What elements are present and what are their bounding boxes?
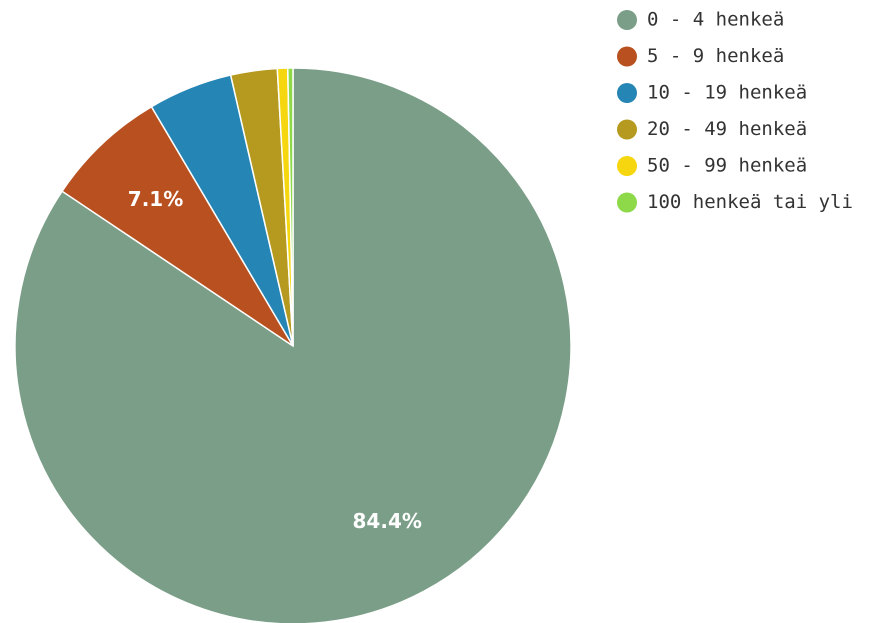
pie-slice-labels: 84.4% 7.1% — [128, 187, 422, 533]
pie-slice-0 — [14, 67, 572, 623]
legend-swatch-1 — [617, 46, 637, 67]
legend-label-4: 50 - 99 henkeä — [647, 155, 807, 177]
pie-slices — [14, 67, 572, 623]
legend-label-2: 10 - 19 henkeä — [647, 82, 807, 104]
legend-label-5: 100 henkeä tai yli — [647, 191, 853, 213]
legend-swatch-5 — [617, 192, 637, 213]
pie-slice-5 — [286, 67, 294, 347]
pie-slice-1 — [61, 105, 294, 347]
legend-swatch-2 — [617, 83, 637, 103]
legend-label-0: 0 - 4 henkeä — [647, 9, 784, 31]
legend-swatch-3 — [617, 119, 637, 140]
slice-value-label-0: 84.4% — [353, 509, 422, 533]
legend-label-3: 20 - 49 henkeä — [647, 118, 807, 140]
legend-swatch-4 — [617, 156, 637, 176]
legend: 0 - 4 henkeä 5 - 9 henkeä 10 - 19 henkeä 20… — [617, 9, 853, 213]
legend-label-1: 5 - 9 henkeä — [647, 45, 784, 67]
slice-value-label-1: 7.1% — [128, 187, 183, 211]
legend-swatch-0 — [617, 10, 637, 30]
